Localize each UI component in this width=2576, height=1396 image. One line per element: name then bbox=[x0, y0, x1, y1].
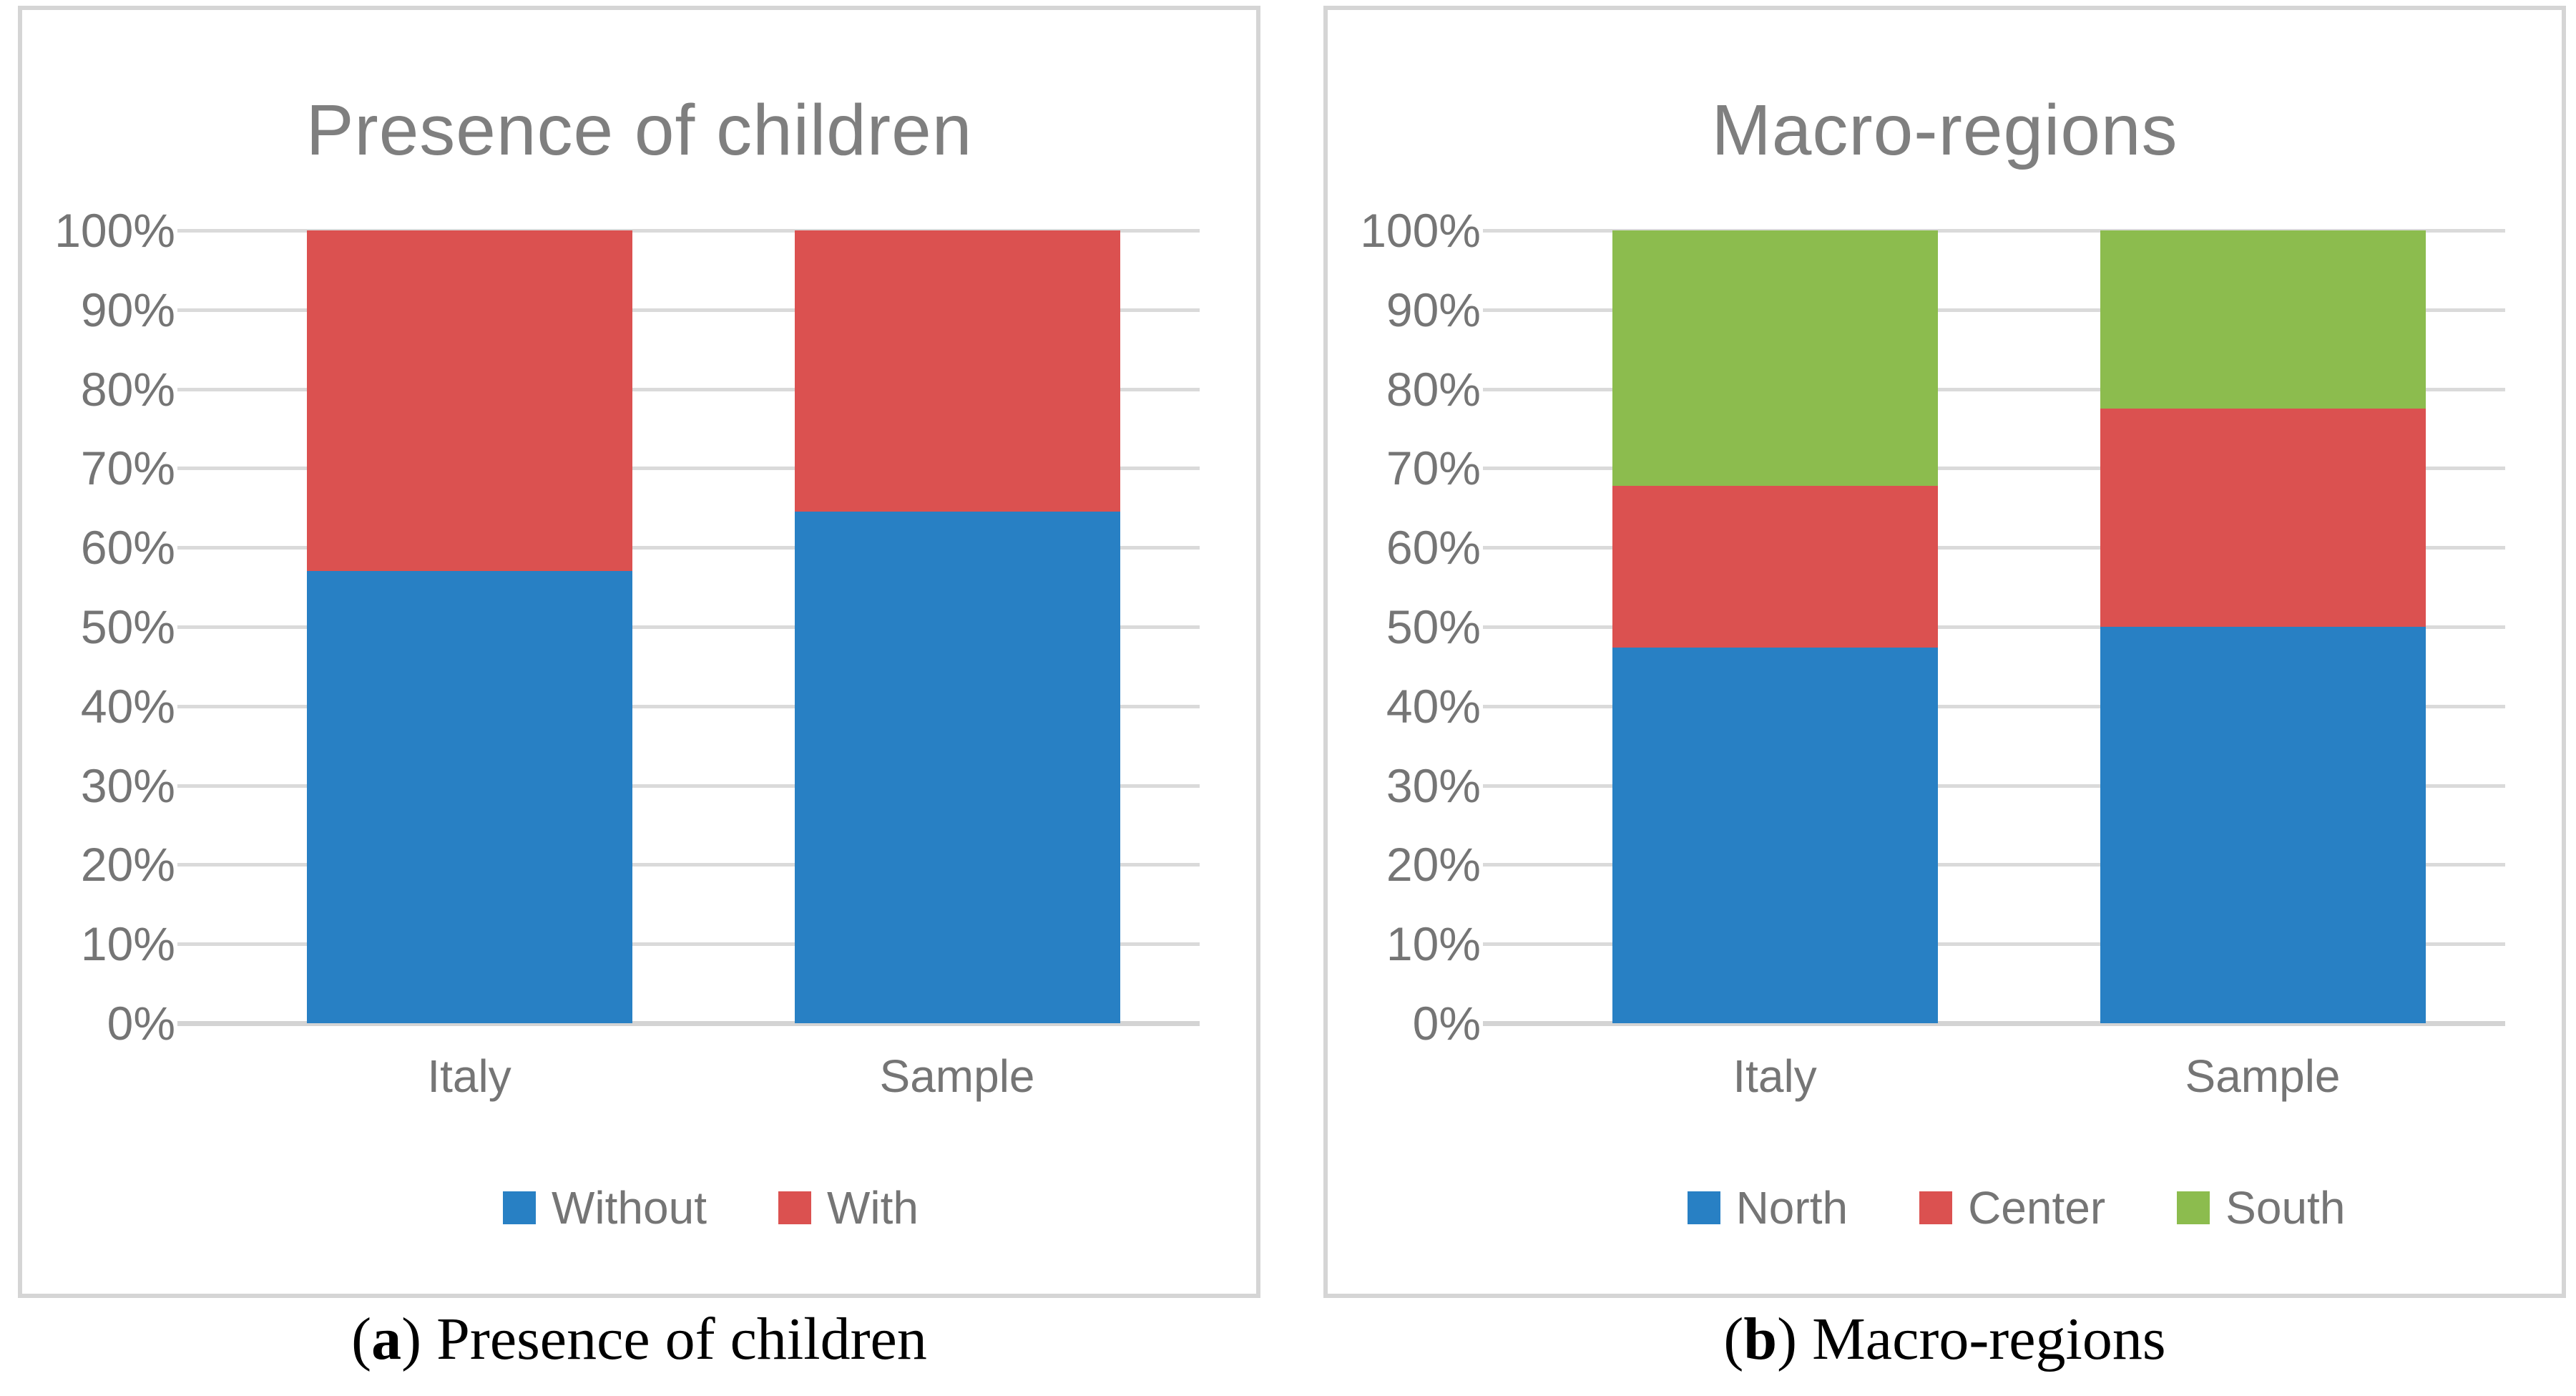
legend-item-north: North bbox=[1687, 1182, 1848, 1234]
legend-item-south: South bbox=[2177, 1185, 2345, 1231]
stacked-bar-italy bbox=[1612, 230, 1938, 1023]
gridline-100pct bbox=[1483, 229, 2505, 233]
bar-segment-center-italy bbox=[1612, 485, 1938, 648]
y-axis-tick-label: 40% bbox=[1386, 679, 1481, 733]
x-axis-label-sample: Sample bbox=[2185, 1050, 2341, 1102]
y-axis-tick-label: 60% bbox=[80, 521, 175, 575]
chart-panel-a: Presence of children 0% 10% 20% 30% 40% 50% 60… bbox=[18, 6, 1260, 1298]
y-axis-tick-label: 100% bbox=[54, 204, 175, 257]
gridline-50pct bbox=[177, 625, 1200, 629]
caption-a-open: ( bbox=[351, 1306, 372, 1372]
bar-segment-without-sample bbox=[795, 512, 1120, 1023]
y-axis-tick-label: 70% bbox=[1386, 441, 1481, 495]
legend-swatch-icon bbox=[1687, 1191, 1720, 1224]
legend-label: Center bbox=[1968, 1182, 2106, 1234]
legend-swatch-icon bbox=[2177, 1191, 2210, 1224]
stacked-bar-sample bbox=[2100, 230, 2426, 1023]
gridline-80pct bbox=[177, 387, 1200, 391]
gridline-90pct bbox=[177, 308, 1200, 312]
y-axis-tick-label: 0% bbox=[1412, 997, 1481, 1050]
legend-a: Without With bbox=[222, 1185, 1200, 1231]
legend-swatch-icon bbox=[778, 1191, 811, 1224]
bar-segment-north-italy bbox=[1612, 647, 1938, 1023]
legend-label: South bbox=[2225, 1182, 2346, 1234]
y-axis-tick-label: 70% bbox=[80, 441, 175, 495]
legend-swatch-icon bbox=[503, 1191, 537, 1224]
legend-label: Without bbox=[552, 1182, 707, 1234]
y-axis-tick-label: 90% bbox=[1386, 283, 1481, 336]
legend-item-without: Without bbox=[503, 1185, 707, 1231]
gridline-80pct bbox=[1483, 387, 2505, 391]
plot-area-a: 0% 10% 20% 30% 40% 50% 60% 70% 80% 90% 100% Italy Sa… bbox=[54, 207, 1200, 1099]
y-axis-tick-label: 20% bbox=[80, 838, 175, 892]
gridline-90pct bbox=[1483, 308, 2505, 312]
y-axis-tick-label: 40% bbox=[80, 679, 175, 733]
bar-segment-south-italy bbox=[1612, 230, 1938, 486]
bar-segment-south-sample bbox=[2100, 230, 2426, 409]
legend-b: North Center South bbox=[1527, 1185, 2505, 1231]
gridline-100pct bbox=[177, 229, 1200, 233]
legend-label: North bbox=[1735, 1182, 1848, 1234]
legend-swatch-icon bbox=[1919, 1191, 1953, 1224]
chart-title-b: Macro-regions bbox=[1711, 90, 2178, 170]
x-axis-label-sample: Sample bbox=[879, 1050, 1035, 1102]
chart-panel-b: Macro-regions 0% 10% 20% 30% 40% 50% 60% 70% 80%… bbox=[1323, 6, 2566, 1298]
x-axis-label-italy: Italy bbox=[1733, 1050, 1817, 1102]
gridline-20pct bbox=[177, 863, 1200, 867]
gridline-40pct bbox=[177, 704, 1200, 708]
x-axis-label-italy: Italy bbox=[427, 1050, 511, 1102]
gridline-0pct bbox=[1483, 1021, 2505, 1026]
caption-a-text: Presence of children bbox=[436, 1306, 927, 1372]
caption-a-close: ) bbox=[401, 1306, 437, 1372]
gridline-70pct bbox=[1483, 467, 2505, 471]
gridline-10pct bbox=[177, 942, 1200, 947]
y-axis-tick-label: 90% bbox=[80, 283, 175, 336]
caption-a-letter: a bbox=[371, 1306, 402, 1372]
y-axis-tick-label: 100% bbox=[1360, 204, 1481, 257]
y-axis-tick-label: 20% bbox=[1386, 838, 1481, 892]
caption-b-text: Macro-regions bbox=[1812, 1306, 2166, 1372]
gridline-0pct bbox=[177, 1021, 1200, 1026]
legend-item-center: Center bbox=[1919, 1185, 2105, 1231]
y-axis-tick-label: 0% bbox=[107, 997, 175, 1050]
bar-segment-north-sample bbox=[2100, 627, 2426, 1023]
plot-area-b: 0% 10% 20% 30% 40% 50% 60% 70% 80% 90% 100% Italy Sa… bbox=[1360, 207, 2505, 1099]
caption-a: (a) Presence of children bbox=[18, 1306, 1260, 1372]
gridline-40pct bbox=[1483, 704, 2505, 708]
bar-segment-without-italy bbox=[307, 571, 632, 1023]
stacked-bar-sample bbox=[795, 230, 1120, 1023]
y-axis-tick-label: 10% bbox=[80, 917, 175, 971]
caption-b: (b) Macro-regions bbox=[1323, 1306, 2566, 1372]
gridline-20pct bbox=[1483, 863, 2505, 867]
gridline-70pct bbox=[177, 467, 1200, 471]
gridline-30pct bbox=[177, 784, 1200, 788]
y-axis-tick-label: 60% bbox=[1386, 521, 1481, 575]
y-axis-tick-label: 10% bbox=[1386, 917, 1481, 971]
y-axis-tick-label: 80% bbox=[80, 362, 175, 416]
y-axis-tick-label: 80% bbox=[1386, 362, 1481, 416]
gridline-50pct bbox=[1483, 625, 2505, 629]
legend-item-with: With bbox=[778, 1185, 919, 1231]
caption-b-open: ( bbox=[1723, 1306, 1744, 1372]
gridline-30pct bbox=[1483, 784, 2505, 788]
bar-segment-center-sample bbox=[2100, 409, 2426, 627]
caption-b-letter: b bbox=[1743, 1306, 1778, 1372]
bar-segment-with-italy bbox=[307, 230, 632, 572]
stacked-bar-italy bbox=[307, 230, 632, 1023]
gridline-60pct bbox=[177, 546, 1200, 550]
y-axis-tick-label: 50% bbox=[1386, 600, 1481, 653]
bar-segment-with-sample bbox=[795, 230, 1120, 512]
legend-label: With bbox=[826, 1182, 919, 1234]
caption-b-close: ) bbox=[1777, 1306, 1813, 1372]
y-axis-tick-label: 50% bbox=[80, 600, 175, 653]
gridline-10pct bbox=[1483, 942, 2505, 947]
y-axis-tick-label: 30% bbox=[1386, 758, 1481, 812]
chart-title-a: Presence of children bbox=[305, 90, 973, 170]
y-axis-tick-label: 30% bbox=[80, 758, 175, 812]
gridline-60pct bbox=[1483, 546, 2505, 550]
